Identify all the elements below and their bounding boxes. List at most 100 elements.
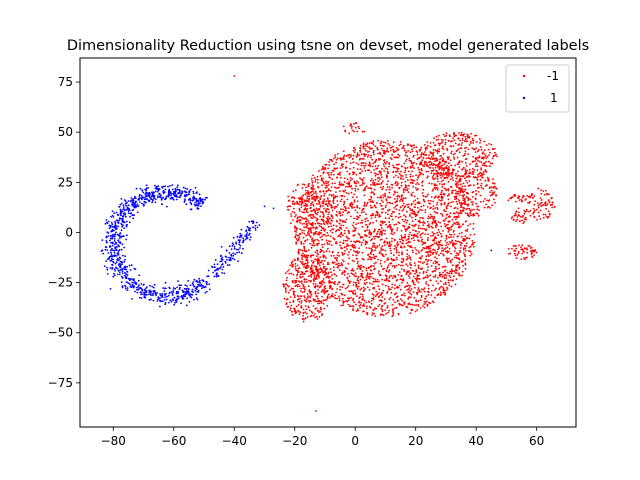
point-label-neg1	[393, 287, 396, 290]
point-label-neg1	[379, 144, 382, 147]
point-label-1	[115, 248, 118, 251]
point-label-neg1	[314, 239, 317, 241]
point-label-neg1	[415, 269, 418, 271]
point-label-neg1	[434, 219, 437, 222]
point-label-neg1	[387, 172, 389, 175]
point-label-neg1	[309, 271, 312, 273]
point-label-neg1	[312, 214, 315, 216]
point-label-neg1	[483, 149, 486, 152]
point-label-neg1	[352, 309, 354, 312]
point-label-neg1	[446, 246, 449, 249]
point-label-neg1	[396, 200, 398, 202]
point-label-neg1	[340, 198, 343, 201]
point-label-neg1	[312, 242, 315, 245]
point-label-neg1	[317, 285, 319, 287]
point-label-neg1	[395, 223, 398, 226]
point-label-neg1	[446, 213, 449, 216]
point-label-neg1	[340, 224, 343, 227]
point-label-neg1	[547, 210, 550, 213]
point-label-neg1	[465, 165, 468, 167]
point-label-neg1	[352, 305, 354, 307]
point-label-neg1	[400, 234, 403, 237]
point-label-neg1	[431, 176, 434, 178]
point-label-neg1	[415, 271, 418, 274]
point-label-neg1	[354, 289, 356, 292]
point-label-neg1	[387, 285, 390, 288]
point-label-neg1	[392, 298, 395, 301]
point-label-neg1	[420, 294, 423, 297]
point-label-neg1	[345, 218, 348, 221]
point-label-neg1	[528, 210, 530, 213]
point-label-1	[120, 198, 123, 200]
point-label-neg1	[395, 184, 398, 187]
point-label-neg1	[384, 221, 386, 223]
point-label-neg1	[381, 305, 384, 307]
point-label-neg1	[421, 169, 423, 172]
point-label-neg1	[462, 223, 464, 226]
point-label-neg1	[318, 264, 321, 267]
point-label-neg1	[377, 180, 380, 183]
point-label-neg1	[430, 163, 433, 166]
point-label-neg1	[443, 168, 445, 171]
point-label-neg1	[343, 229, 346, 232]
point-label-neg1	[472, 173, 475, 176]
point-label-neg1	[390, 149, 392, 152]
point-label-neg1	[485, 165, 488, 167]
point-label-neg1	[366, 151, 369, 153]
point-label-neg1	[474, 165, 477, 168]
point-label-neg1	[392, 259, 394, 262]
point-label-1	[122, 221, 125, 224]
point-label-neg1	[368, 162, 371, 165]
point-label-neg1	[372, 143, 375, 146]
point-label-neg1	[388, 221, 391, 223]
point-label-neg1	[448, 236, 450, 239]
point-label-neg1	[446, 241, 448, 244]
point-label-neg1	[348, 173, 351, 176]
point-label-neg1	[312, 226, 315, 229]
point-label-neg1	[454, 283, 457, 286]
point-label-neg1	[448, 220, 451, 223]
point-label-neg1	[424, 276, 427, 279]
point-label-neg1	[290, 213, 292, 215]
point-label-neg1	[340, 292, 343, 295]
point-label-neg1	[305, 254, 308, 257]
point-label-neg1	[303, 286, 306, 288]
point-label-neg1	[542, 213, 545, 216]
point-label-neg1	[427, 294, 430, 296]
point-label-neg1	[302, 255, 304, 257]
point-label-neg1	[487, 200, 490, 202]
point-label-neg1	[323, 243, 326, 246]
point-label-neg1	[434, 221, 437, 224]
point-label-1	[140, 283, 143, 285]
point-label-1	[172, 291, 175, 293]
point-label-neg1	[458, 186, 461, 189]
point-label-neg1	[372, 183, 374, 186]
point-label-neg1	[443, 160, 446, 163]
point-label-neg1	[361, 184, 363, 186]
point-label-neg1	[427, 170, 430, 173]
point-label-neg1	[431, 152, 433, 155]
point-label-neg1	[307, 183, 310, 186]
point-label-1	[137, 279, 140, 282]
point-label-neg1	[346, 198, 349, 201]
point-label-1	[111, 210, 114, 213]
point-label-neg1	[444, 240, 447, 242]
point-label-neg1	[533, 211, 535, 214]
point-label-neg1	[319, 204, 322, 207]
point-label-neg1	[411, 216, 413, 219]
point-label-neg1	[427, 165, 429, 168]
point-label-neg1	[302, 312, 305, 315]
point-label-neg1	[437, 244, 440, 246]
point-label-neg1	[335, 158, 338, 161]
point-label-neg1	[418, 157, 421, 160]
point-label-neg1	[376, 167, 379, 170]
point-label-neg1	[317, 292, 320, 295]
point-label-1	[114, 233, 117, 236]
point-label-neg1	[368, 142, 371, 145]
point-label-neg1	[362, 286, 365, 289]
point-label-neg1	[308, 195, 310, 198]
point-label-1	[114, 262, 117, 265]
point-label-neg1	[476, 165, 479, 168]
point-label-neg1	[343, 206, 346, 208]
point-label-1	[115, 211, 118, 214]
